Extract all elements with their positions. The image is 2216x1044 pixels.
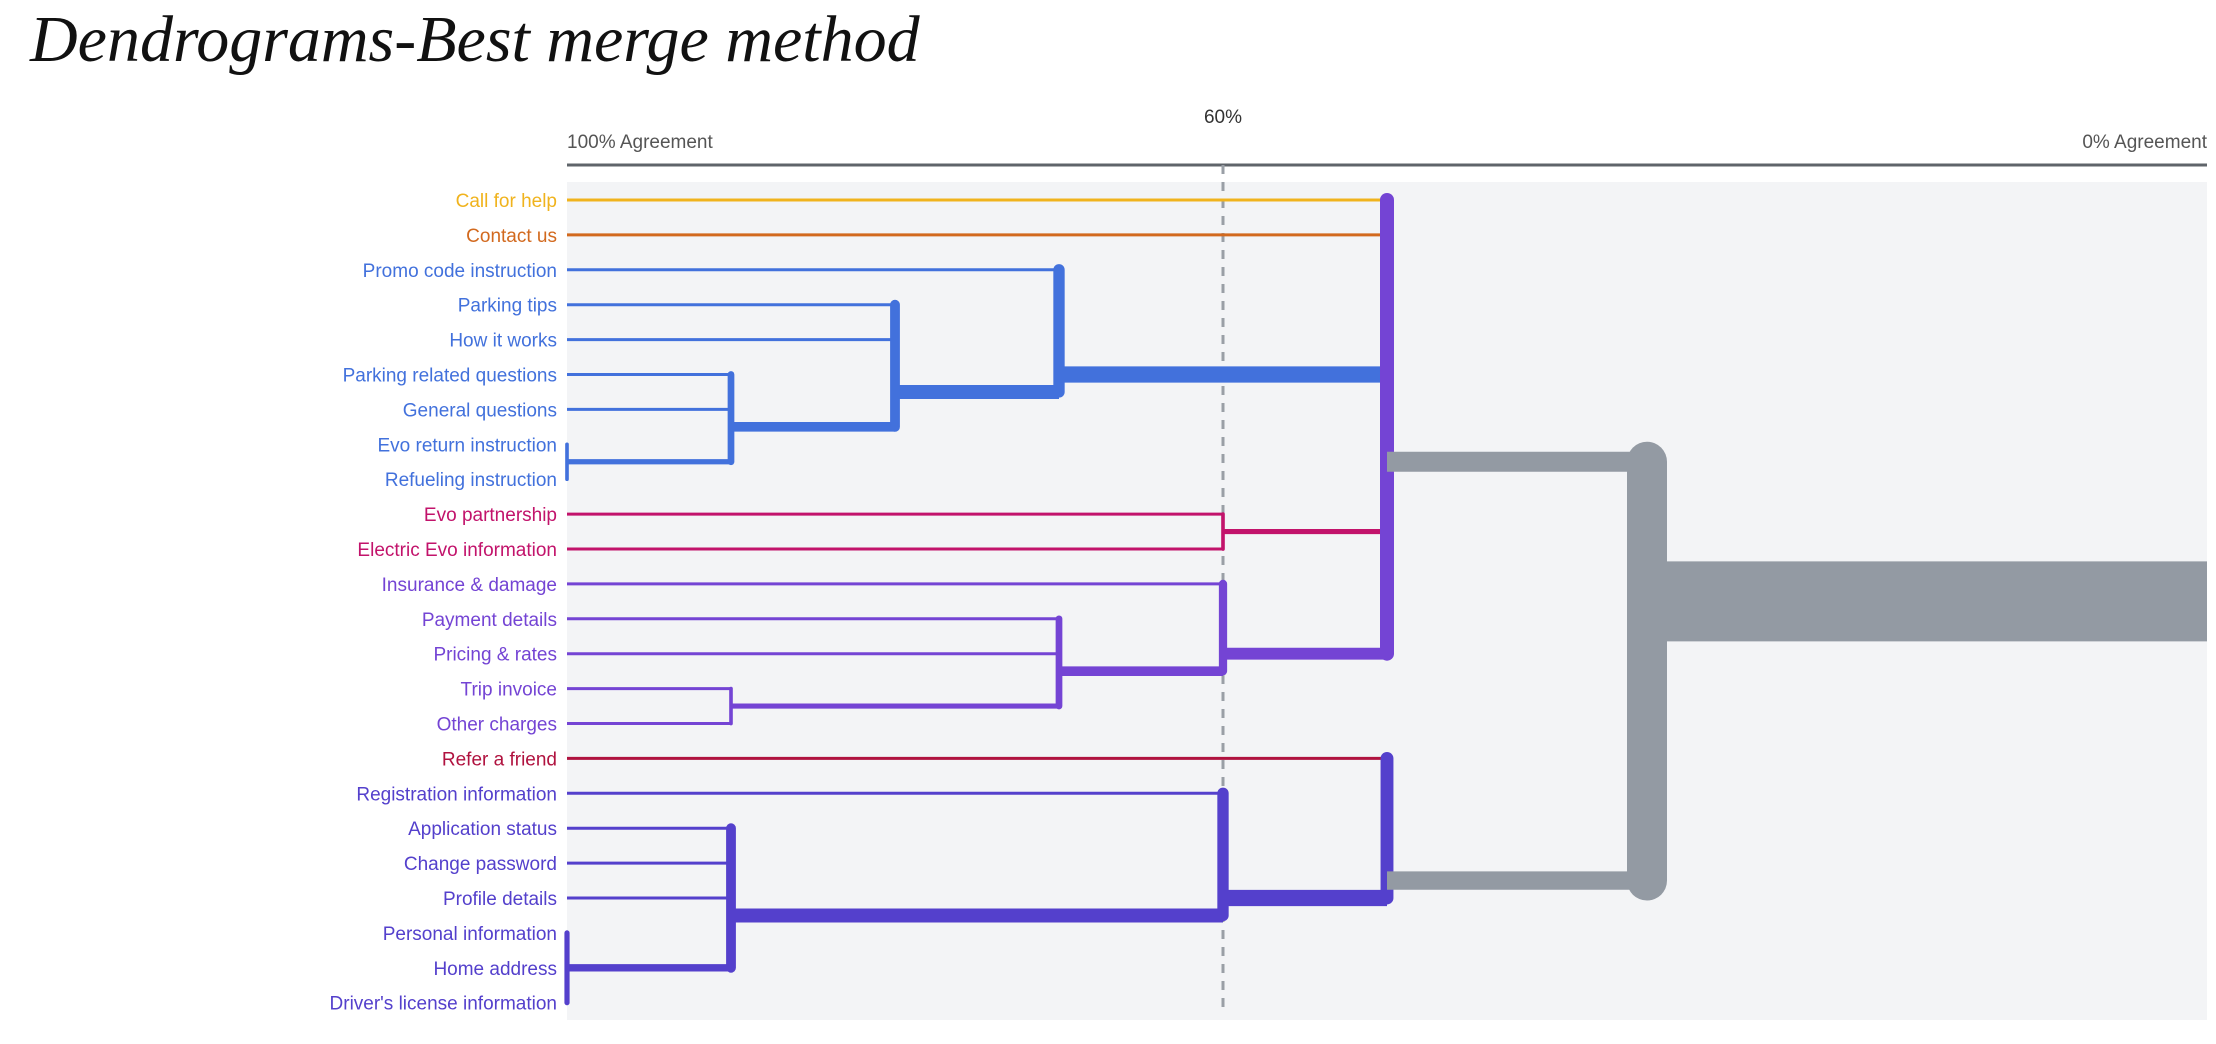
leaf-label: Call for help: [456, 191, 557, 212]
leaf-label: Registration information: [356, 784, 557, 805]
leaf-label: Promo code instruction: [363, 261, 557, 282]
leaf-label: Contact us: [466, 226, 557, 247]
leaf-label: Application status: [408, 819, 557, 840]
leaf-label: Other charges: [437, 715, 557, 736]
axis-right-label: 0% Agreement: [2082, 132, 2207, 153]
leaf-label: Evo partnership: [424, 505, 557, 526]
threshold-label: 60%: [1204, 107, 1242, 128]
leaf-label: Driver's license information: [330, 994, 557, 1015]
branches: [564, 193, 2207, 1006]
leaf-label: Payment details: [422, 610, 557, 631]
leaf-label: Evo return instruction: [377, 435, 557, 456]
slide-title: Dendrograms-Best merge method: [30, 3, 920, 76]
leaf-label: Pricing & rates: [433, 645, 557, 666]
leaf-label: Personal information: [383, 924, 557, 945]
leaf-label: How it works: [449, 331, 557, 352]
leaf-label: Refueling instruction: [385, 470, 557, 491]
leaf-labels: Call for help Contact us Promo code instru…: [330, 191, 557, 1015]
leaf-label: Insurance & damage: [382, 575, 557, 596]
leaf-label: Parking tips: [458, 296, 557, 317]
leaf-label: Parking related questions: [343, 366, 557, 387]
leaf-label: Electric Evo information: [357, 540, 557, 561]
leaf-label: Change password: [404, 854, 557, 875]
leaf-label: Home address: [433, 959, 557, 980]
leaf-label: Profile details: [443, 889, 557, 910]
leaf-label: Refer a friend: [442, 749, 557, 770]
leaf-label: General questions: [403, 400, 557, 421]
axis-left-label: 100% Agreement: [567, 132, 713, 153]
leaf-label: Trip invoice: [461, 680, 557, 701]
